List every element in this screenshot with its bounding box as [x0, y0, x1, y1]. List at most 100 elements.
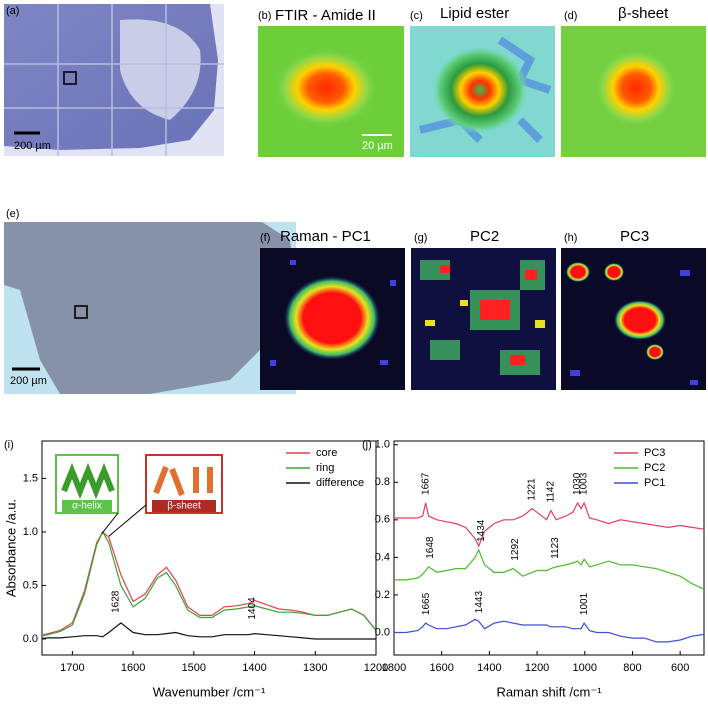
peak-label: 1142	[546, 481, 557, 503]
legend-label: core	[316, 447, 337, 459]
panel-label: (b)	[258, 10, 271, 22]
peak-label: 1667	[420, 472, 431, 495]
peak-label: 1221	[527, 478, 538, 501]
panel-g: (g) PC2	[411, 228, 556, 390]
peak-label: 1003	[579, 472, 590, 495]
y-tick-label: 0.2	[375, 589, 390, 601]
panel-label: (e)	[6, 208, 19, 220]
panel-title: Raman - PC1	[280, 228, 371, 245]
panel-e: 200 µm (e)	[4, 208, 296, 394]
panel-label: (f)	[260, 232, 270, 244]
y-tick-label: 0.0	[23, 633, 38, 645]
y-tick-label: 1.0	[375, 439, 390, 451]
plot-frame	[41, 440, 377, 656]
panel-label: (d)	[564, 10, 577, 22]
chart-label: (j)	[362, 439, 372, 451]
y-tick-label: 0.0	[375, 626, 390, 638]
x-tick-label: 1600	[121, 662, 145, 674]
legend-label: PC2	[644, 462, 665, 474]
x-tick-label: 1400	[477, 662, 501, 674]
y-tick-label: 0.6	[375, 514, 390, 526]
series-line	[394, 618, 704, 643]
panel-label: (c)	[410, 10, 423, 22]
peak-label: 1404	[247, 597, 258, 620]
legend-label: ring	[316, 462, 334, 474]
legend-label: PC1	[644, 477, 665, 489]
x-tick-label: 1800	[382, 662, 406, 674]
hotspot	[646, 344, 664, 360]
series-line	[42, 530, 376, 637]
roi	[63, 71, 77, 85]
panel-label: (a)	[6, 5, 19, 17]
y-tick-label: 0.4	[375, 551, 390, 563]
x-tick-label: 1500	[182, 662, 206, 674]
peak-label: 1628	[111, 590, 122, 613]
peak-label: 1030	[572, 472, 583, 495]
panel-title: Lipid ester	[440, 5, 509, 22]
roi	[74, 305, 88, 319]
y-axis-label: Absorbance /a.u.	[3, 499, 18, 597]
x-tick-label: 1000	[573, 662, 597, 674]
series-line	[394, 501, 704, 548]
x-tick-label: 1600	[429, 662, 453, 674]
panel-c: (c) Lipid ester	[410, 5, 555, 157]
y-tick-label: 1.0	[23, 526, 38, 538]
helix-icon	[61, 462, 115, 500]
peak-label: 1665	[421, 592, 432, 615]
x-tick-label: 1200	[364, 662, 388, 674]
tissue	[4, 222, 296, 394]
hotspot	[284, 276, 380, 360]
peak-label: 1292	[510, 538, 521, 561]
legend-label: difference	[316, 477, 364, 489]
panel-label: (h)	[564, 232, 577, 244]
x-axis-label: Raman shift /cm⁻¹	[496, 684, 602, 699]
speckle	[440, 265, 537, 365]
panel-b: 20 µm (b) FTIR - Amide II	[258, 7, 404, 157]
sheet-icon	[153, 465, 213, 497]
y-tick-label: 1.5	[23, 472, 38, 484]
inset-bar	[152, 500, 216, 512]
y-tick-label: 0.8	[375, 476, 390, 488]
peak-label: 1434	[476, 519, 487, 542]
panel-title: β-sheet	[618, 5, 669, 22]
hotspot	[594, 48, 678, 128]
inset-pointer	[101, 504, 147, 537]
x-tick-label: 1300	[303, 662, 327, 674]
panel-title: FTIR - Amide II	[275, 7, 376, 24]
hotspot	[274, 48, 378, 128]
scale-label: 200 µm	[14, 140, 51, 152]
panel-f: (f) Raman - PC1	[260, 228, 405, 390]
tile-grid	[4, 4, 224, 156]
scale-label: 20 µm	[362, 140, 393, 152]
x-tick-label: 800	[623, 662, 641, 674]
panel-d: (d) β-sheet	[561, 5, 706, 157]
panel-title: PC2	[470, 228, 499, 245]
plot-frame	[393, 440, 705, 656]
hotspot	[604, 263, 624, 281]
hotspot	[614, 300, 666, 340]
inset-label: β-sheet	[167, 501, 201, 512]
tissue-light	[120, 19, 201, 120]
x-tick-label: 600	[671, 662, 689, 674]
panel-label: (g)	[414, 232, 427, 244]
panel-title: PC3	[620, 228, 649, 245]
peak-label: 1443	[474, 591, 485, 614]
x-tick-label: 1200	[525, 662, 549, 674]
scale-label: 200 µm	[10, 375, 47, 387]
series-line	[42, 622, 376, 640]
series-line	[394, 548, 704, 590]
inset-label: α-helix	[72, 501, 102, 512]
chart-label: (i)	[4, 439, 14, 451]
peak-label: 1001	[579, 592, 590, 615]
y-tick-label: 0.5	[23, 579, 38, 591]
legend-label: PC3	[644, 447, 665, 459]
hotspot	[566, 262, 590, 282]
peak-label: 1648	[425, 536, 436, 559]
panel-h: (h) PC3	[561, 228, 706, 390]
x-axis-label: Wavenumber /cm⁻¹	[153, 684, 266, 699]
panel-a: (a) 200 µm	[4, 4, 224, 156]
peak-label: 1123	[550, 537, 561, 559]
x-tick-label: 1400	[242, 662, 266, 674]
inset-bar	[62, 500, 112, 512]
